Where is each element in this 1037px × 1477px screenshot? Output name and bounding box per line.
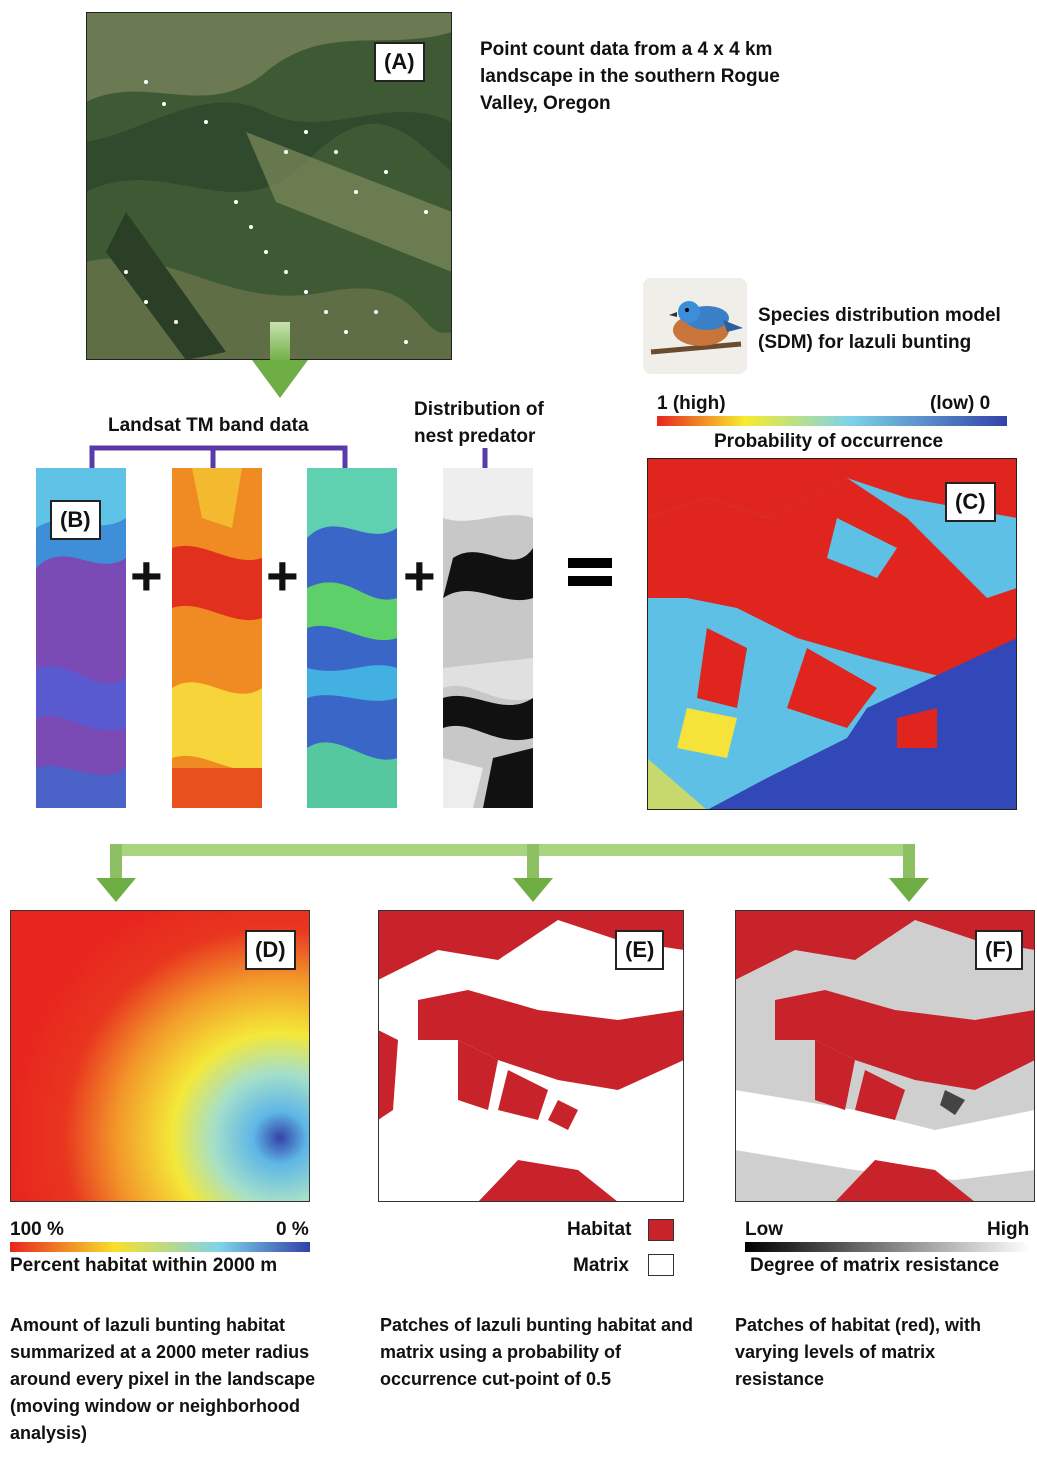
panel-e-caption: Patches of lazuli bunting habitat and ma… — [380, 1315, 694, 1389]
panel-a-description: Point count data from a 4 x 4 km landsca… — [480, 39, 780, 114]
sdm-scale-high: 1 (high) — [657, 393, 726, 414]
legend-matrix-label: Matrix — [573, 1255, 629, 1276]
panel-label-b: (B) — [50, 500, 101, 540]
panel-f-scale-high: High — [987, 1219, 1030, 1240]
panel-d-scale-title: Percent habitat within 2000 m — [10, 1255, 278, 1276]
predator-strip — [443, 468, 533, 808]
equals-icon — [568, 558, 612, 586]
panel-label-d: (D) — [245, 930, 296, 970]
panel-d-caption: Amount of lazuli bunting habitat summari… — [10, 1315, 316, 1443]
satellite-image-panel: (A) — [86, 12, 452, 360]
sdm-color-scale — [657, 416, 1007, 426]
legend-habitat-swatch — [648, 1219, 674, 1241]
panel-label-a: (A) — [374, 42, 425, 82]
panel-d-scale-high: 100 % — [10, 1219, 64, 1240]
arrow-down-icon — [252, 322, 308, 398]
panel-f-caption: Patches of habitat (red), with varying l… — [735, 1315, 982, 1389]
predator-title: Distribution of nest predator — [414, 399, 544, 447]
band-strip-2 — [172, 468, 262, 808]
legend-habitat-label: Habitat — [567, 1219, 632, 1240]
panel-f-scale-title: Degree of matrix resistance — [750, 1255, 1000, 1276]
panel-label-c: (C) — [945, 482, 996, 522]
panel-d-scale-low: 0 % — [276, 1219, 309, 1240]
sdm-title: Species distribution model (SDM) for laz… — [758, 305, 1001, 353]
panel-label-e: (E) — [615, 930, 665, 970]
branch-arrows — [96, 844, 929, 902]
sdm-scale-low: (low) 0 — [930, 393, 991, 414]
percent-color-scale — [10, 1242, 310, 1252]
sdm-map — [647, 458, 1017, 810]
legend-matrix-swatch — [648, 1254, 674, 1276]
resistance-color-scale — [745, 1242, 1030, 1252]
panel-f-scale-low: Low — [745, 1219, 783, 1240]
habitat-patch-map — [378, 910, 684, 1202]
panel-label-f: (F) — [975, 930, 1024, 970]
bird-photo — [643, 278, 747, 374]
sdm-scale-title: Probability of occurrence — [714, 431, 944, 452]
plus-icon-3: + — [403, 544, 436, 607]
plus-icon-2: + — [266, 544, 299, 607]
plus-icon-1: + — [130, 544, 163, 607]
band-strip-3 — [307, 468, 397, 808]
landsat-title: Landsat TM band data — [108, 415, 309, 436]
